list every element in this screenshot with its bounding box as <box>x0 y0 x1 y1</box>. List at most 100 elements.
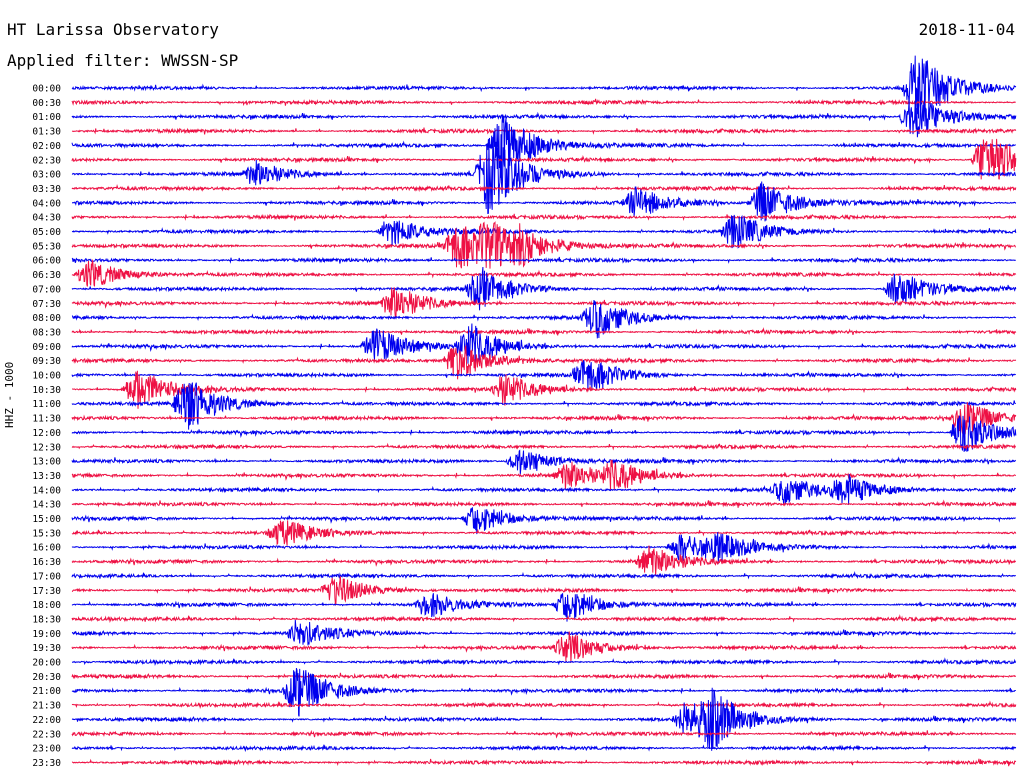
trace-row <box>71 532 1017 564</box>
trace-row <box>71 344 1017 380</box>
filter-value: WWSSN-SP <box>161 51 239 70</box>
row-time-label: 18:30 <box>32 614 61 625</box>
trace-row <box>71 99 1017 138</box>
trace-row <box>71 449 1016 475</box>
row-time-label: 23:00 <box>32 744 61 755</box>
trace-row <box>71 729 1017 739</box>
trace-row <box>71 415 1017 452</box>
trace-row <box>71 360 1017 391</box>
row-time-label: 06:30 <box>32 270 61 281</box>
trace-row <box>71 221 1016 269</box>
row-time-label: 01:00 <box>32 112 61 123</box>
row-time-label: 16:30 <box>32 557 61 568</box>
trace-row <box>71 137 1016 214</box>
trace-row <box>71 571 1017 580</box>
trace-row <box>71 687 1017 751</box>
trace-row <box>71 657 1017 667</box>
row-time-label: 07:00 <box>32 284 61 295</box>
trace-row <box>71 459 1016 491</box>
trace-row <box>71 287 1016 319</box>
trace-row <box>71 184 1017 193</box>
row-time-label: 22:30 <box>32 729 61 740</box>
row-time-label: 02:00 <box>32 141 61 152</box>
trace-row <box>71 631 1017 663</box>
trace-row <box>71 442 1017 451</box>
trace-row <box>71 499 1017 508</box>
row-time-label: 14:30 <box>32 500 61 511</box>
row-time-label: 14:00 <box>32 485 61 496</box>
row-time-label: 00:00 <box>32 84 61 95</box>
row-time-label: 09:30 <box>32 356 61 367</box>
row-time-label: 03:30 <box>32 184 61 195</box>
row-time-label: 08:00 <box>32 313 61 324</box>
row-time-label: 20:00 <box>32 658 61 669</box>
trace-row <box>71 758 1017 767</box>
row-time-label: 05:00 <box>32 227 61 238</box>
trace-row <box>71 213 1017 221</box>
trace-row <box>71 667 1016 717</box>
row-time-label: 22:00 <box>32 715 61 726</box>
row-time-label: 07:30 <box>32 299 61 310</box>
row-time-label: 17:00 <box>32 571 61 582</box>
trace-row <box>71 576 1016 606</box>
trace-row <box>71 327 1017 336</box>
row-time-label: 03:00 <box>32 170 61 181</box>
row-time-label: 11:30 <box>32 414 61 425</box>
trace-row <box>71 98 1016 107</box>
trace-row <box>71 323 1017 367</box>
row-time-label: 17:30 <box>32 586 61 597</box>
filter-label-prefix: Applied filter: <box>7 51 152 70</box>
row-time-label: 13:30 <box>32 471 61 482</box>
row-time-label: 09:00 <box>32 342 61 353</box>
row-time-label: 08:30 <box>32 327 61 338</box>
row-time-label: 11:00 <box>32 399 61 410</box>
trace-row <box>71 256 1016 264</box>
trace-row <box>71 138 1017 180</box>
trace-row <box>71 127 1017 135</box>
row-time-label: 18:00 <box>32 600 61 611</box>
trace-row <box>71 592 1017 622</box>
row-time-label: 00:30 <box>32 98 61 109</box>
row-time-label: 12:00 <box>32 428 61 439</box>
trace-row <box>71 382 1016 430</box>
trace-row <box>71 614 1017 624</box>
row-time-label: 10:30 <box>32 385 61 396</box>
row-time-label: 23:30 <box>32 758 61 769</box>
row-time-label: 21:00 <box>32 686 61 697</box>
trace-row <box>71 55 1017 120</box>
trace-row <box>72 181 1017 222</box>
trace-row <box>71 672 1016 681</box>
trace-row <box>71 300 1017 339</box>
trace-row <box>71 402 1017 438</box>
filter-label: Applied filter: WWSSN-SP <box>7 51 238 70</box>
row-time-label: 02:30 <box>32 155 61 166</box>
trace-row <box>71 258 1017 287</box>
trace-row <box>71 619 1016 646</box>
row-time-label: 06:00 <box>32 256 61 267</box>
trace-row <box>71 506 1016 535</box>
row-time-label: 19:00 <box>32 629 61 640</box>
trace-row <box>71 744 1017 753</box>
row-time-label: 10:00 <box>32 371 61 382</box>
row-time-label: 04:30 <box>32 213 61 224</box>
trace-row <box>71 266 1017 311</box>
row-time-label: 01:30 <box>32 127 61 138</box>
row-time-label: 16:00 <box>32 543 61 554</box>
row-time-label: 15:30 <box>32 528 61 539</box>
row-time-label: 21:30 <box>32 701 61 712</box>
row-time-label: 12:30 <box>32 442 61 453</box>
row-time-label: 13:00 <box>32 457 61 468</box>
station-title: HT Larissa Observatory <box>7 20 219 39</box>
row-time-label: 15:00 <box>32 514 61 525</box>
row-time-label: 20:30 <box>32 672 61 683</box>
plot-date: 2018-11-04 <box>918 20 1015 39</box>
trace-row <box>71 700 1017 710</box>
row-time-label: 05:30 <box>32 241 61 252</box>
trace-row <box>71 545 1017 576</box>
row-time-label: 04:00 <box>32 198 61 209</box>
trace-row <box>72 370 1017 409</box>
trace-row <box>71 114 1016 181</box>
trace-row <box>71 214 1017 249</box>
trace-row <box>71 473 1017 505</box>
